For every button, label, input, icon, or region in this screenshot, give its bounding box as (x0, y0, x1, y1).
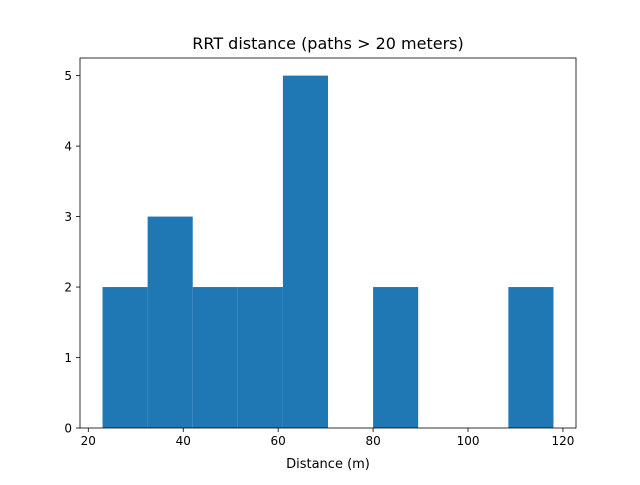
bar-group (102, 75, 554, 428)
chart-title: RRT distance (paths > 20 meters) (192, 34, 464, 53)
histogram-bar-0 (102, 287, 148, 428)
histogram-bar-2 (192, 287, 238, 428)
histogram-bar-1 (147, 216, 193, 428)
y-tick-label: 5 (64, 69, 72, 83)
x-tick-label: 120 (551, 434, 574, 448)
x-axis-label: Distance (m) (286, 457, 370, 472)
y-tick-label: 4 (64, 140, 72, 154)
x-tick-label: 60 (271, 434, 286, 448)
y-axis-ticks: 0 1 2 3 4 5 (64, 69, 80, 436)
x-tick-label: 40 (176, 434, 191, 448)
histogram-bar-3 (237, 287, 283, 428)
histogram-bar-6 (373, 287, 419, 428)
histogram-bar-9 (508, 287, 554, 428)
x-tick-label: 100 (457, 434, 480, 448)
x-tick-label: 80 (365, 434, 380, 448)
y-tick-label: 1 (64, 351, 72, 365)
y-tick-label: 2 (64, 281, 72, 295)
x-axis-ticks: 20 40 60 80 100 120 (81, 428, 574, 448)
x-tick-label: 20 (81, 434, 96, 448)
axes-frame (79, 57, 577, 429)
y-tick-label: 0 (64, 422, 72, 436)
histogram-bar-4 (282, 75, 328, 428)
y-tick-label: 3 (64, 210, 72, 224)
